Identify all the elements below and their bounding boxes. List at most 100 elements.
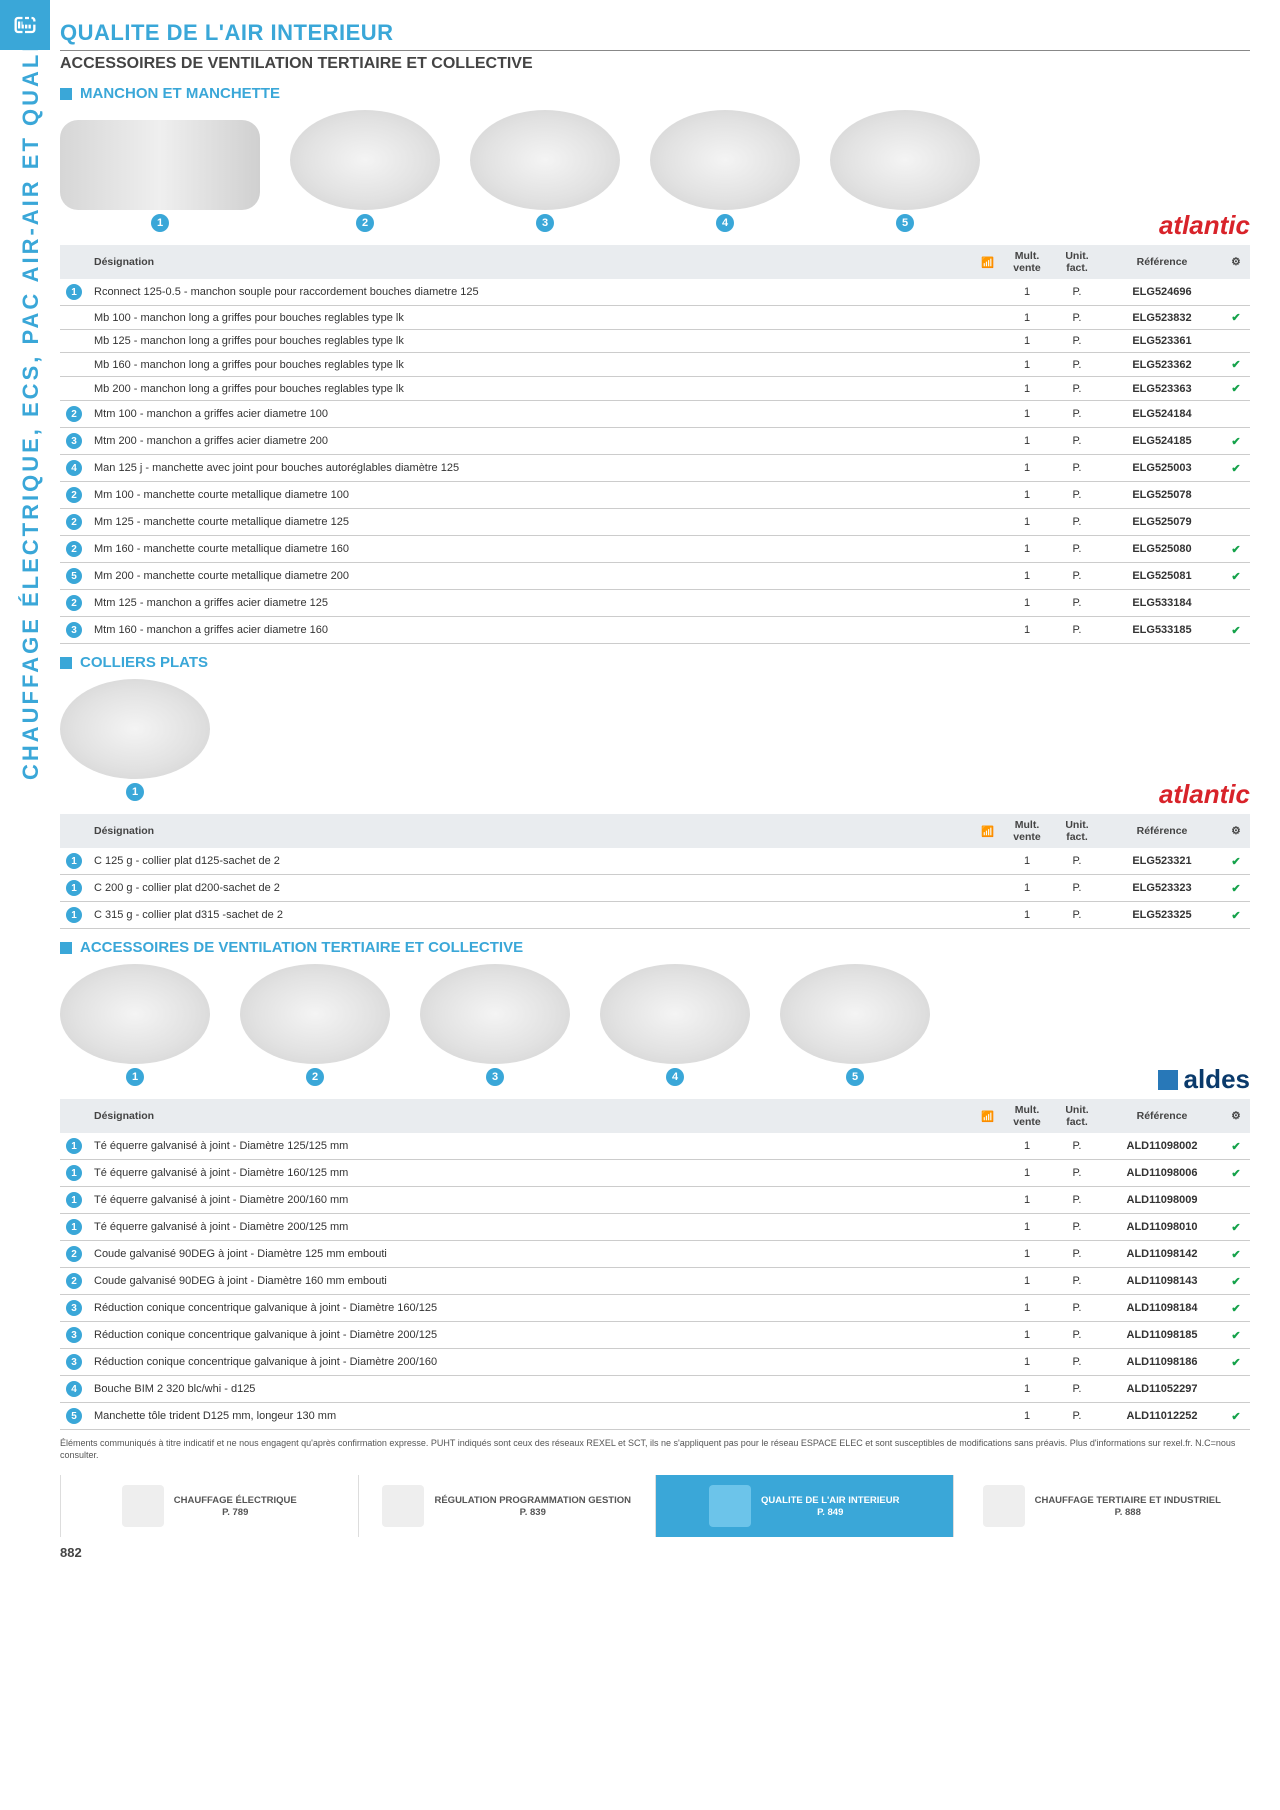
cell-stock-check [1222,401,1250,428]
row-number-badge: 1 [66,1192,82,1208]
cell-designation: Mm 200 - manchette courte metallique dia… [88,563,972,590]
cell-mult: 1 [1002,306,1052,330]
product-image-placeholder [830,110,980,210]
cell-designation: Té équerre galvanisé à joint - Diamètre … [88,1133,972,1160]
cell-stock-check: ✔ [1222,1295,1250,1322]
legal-footnote: Éléments communiqués à titre indicatif e… [60,1438,1250,1461]
cell-unit: P. [1052,428,1102,455]
cell-reference: ELG525078 [1102,482,1222,509]
footer-tab[interactable]: RÉGULATION PROGRAMMATION GESTIONP. 839 [358,1475,656,1537]
cell-unit: P. [1052,1295,1102,1322]
table-row: 2Mtm 100 - manchon a griffes acier diame… [60,401,1250,428]
cell-designation: Té équerre galvanisé à joint - Diamètre … [88,1160,972,1187]
table-row: 1 C 200 g - collier plat d200-sachet de 2… [60,875,1250,902]
cell-reference: ELG523363 [1102,377,1222,401]
cell-designation: Mb 200 - manchon long a griffes pour bou… [88,377,972,401]
cell-designation: C 200 g - collier plat d200-sachet de 2 [88,875,972,902]
cell-reference: ELG524696 [1102,279,1222,306]
tab-page: P. 888 [1035,1507,1221,1518]
tab-thumb [382,1485,424,1527]
cell-reference: ELG533184 [1102,590,1222,617]
table-row: 2Mtm 125 - manchon a griffes acier diame… [60,590,1250,617]
product-table: Désignation 📶 Mult. vente Unit. fact. Ré… [60,1099,1250,1430]
col-mult-vente: Mult. vente [1002,245,1052,279]
section-heading: ACCESSOIRES DE VENTILATION TERTIAIRE ET … [60,939,1250,956]
cell-reference: ELG533185 [1102,617,1222,644]
image-number-badge: 2 [306,1068,324,1086]
footer-tab[interactable]: CHAUFFAGE TERTIAIRE ET INDUSTRIELP. 888 [953,1475,1251,1537]
col-designation: Désignation [88,245,972,279]
section-heading: COLLIERS PLATS [60,654,1250,671]
cell-mult: 1 [1002,617,1052,644]
footer-tab[interactable]: QUALITE DE L'AIR INTERIEURP. 849 [655,1475,953,1537]
col-unit-fact: Unit. fact. [1052,245,1102,279]
product-image: 1 [60,679,210,801]
cell-unit: P. [1052,353,1102,377]
cell-designation: C 315 g - collier plat d315 -sachet de 2 [88,902,972,929]
cell-unit: P. [1052,306,1102,330]
tab-title: RÉGULATION PROGRAMMATION GESTION [434,1495,631,1506]
page-subtitle: ACCESSOIRES DE VENTILATION TERTIAIRE ET … [60,50,1250,73]
col-mult-vente: Mult. vente [1002,814,1052,848]
table-row: 3Réduction conique concentrique galvaniq… [60,1295,1250,1322]
table-row: 1Té équerre galvanisé à joint - Diamètre… [60,1133,1250,1160]
cell-mult: 1 [1002,1214,1052,1241]
col-designation: Désignation [88,814,972,848]
cell-unit: P. [1052,1349,1102,1376]
row-number-badge: 1 [66,1219,82,1235]
product-image-placeholder [60,679,210,779]
product-table: Désignation 📶 Mult. vente Unit. fact. Ré… [60,245,1250,644]
row-number-badge: 1 [66,880,82,896]
cell-mult: 1 [1002,590,1052,617]
table-row: 2Mm 160 - manchette courte metallique di… [60,536,1250,563]
cell-reference: ELG523325 [1102,902,1222,929]
cell-unit: P. [1052,509,1102,536]
image-number-badge: 5 [846,1068,864,1086]
cell-reference: ALD11098010 [1102,1214,1222,1241]
col-unit-fact: Unit. fact. [1052,814,1102,848]
image-number-badge: 4 [666,1068,684,1086]
row-number-badge: 5 [66,1408,82,1424]
cell-reference: ELG524184 [1102,401,1222,428]
cell-mult: 1 [1002,1295,1052,1322]
cell-reference: ALD11052297 [1102,1376,1222,1403]
table-row: 4Man 125 j - manchette avec joint pour b… [60,455,1250,482]
cell-unit: P. [1052,902,1102,929]
cell-mult: 1 [1002,1187,1052,1214]
row-number-badge: 2 [66,541,82,557]
tab-title: CHAUFFAGE ÉLECTRIQUE [174,1495,297,1506]
cell-unit: P. [1052,1268,1102,1295]
product-image-placeholder [650,110,800,210]
cell-unit: P. [1052,617,1102,644]
cell-designation: Réduction conique concentrique galvaniqu… [88,1322,972,1349]
cell-stock-check: ✔ [1222,1214,1250,1241]
cell-stock-check [1222,590,1250,617]
cell-unit: P. [1052,848,1102,875]
cell-mult: 1 [1002,401,1052,428]
tab-page: P. 789 [174,1507,297,1518]
footer-tab[interactable]: CHAUFFAGE ÉLECTRIQUEP. 789 [60,1475,358,1537]
table-row: 1Té équerre galvanisé à joint - Diamètre… [60,1187,1250,1214]
row-number-badge: 2 [66,487,82,503]
cell-stock-check: ✔ [1222,848,1250,875]
cell-stock-check: ✔ [1222,1268,1250,1295]
cell-unit: P. [1052,536,1102,563]
cell-stock-check: ✔ [1222,617,1250,644]
table-row: 2Coude galvanisé 90DEG à joint - Diamètr… [60,1241,1250,1268]
cell-stock-check [1222,1376,1250,1403]
cell-mult: 1 [1002,455,1052,482]
cell-mult: 1 [1002,1322,1052,1349]
table-row: 5Manchette tôle trident D125 mm, longeur… [60,1403,1250,1430]
cell-mult: 1 [1002,482,1052,509]
cell-stock-check: ✔ [1222,1403,1250,1430]
footer-nav-tabs: CHAUFFAGE ÉLECTRIQUEP. 789RÉGULATION PRO… [60,1475,1250,1537]
cell-unit: P. [1052,1322,1102,1349]
cell-stock-check: ✔ [1222,536,1250,563]
row-number-badge: 1 [66,1165,82,1181]
cell-mult: 1 [1002,1241,1052,1268]
col-mult-vente: Mult. vente [1002,1099,1052,1133]
row-number-badge: 2 [66,595,82,611]
cell-reference: ALD11098185 [1102,1322,1222,1349]
stock-icon: ⚙ [1230,1110,1242,1122]
row-number-badge: 2 [66,1246,82,1262]
